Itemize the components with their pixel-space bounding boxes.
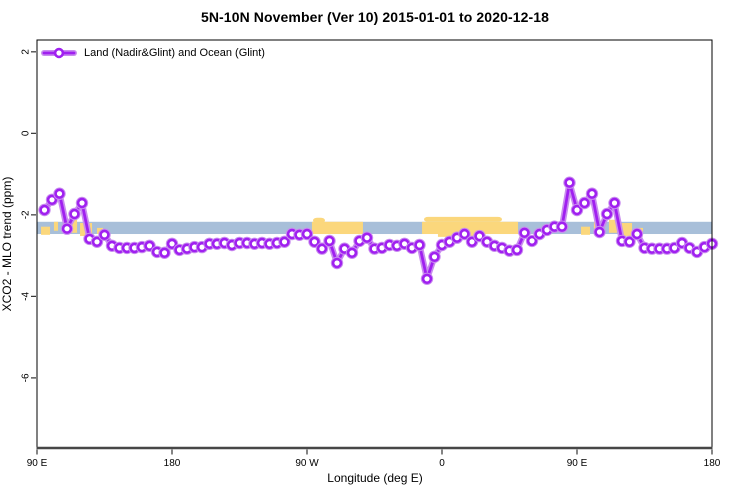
land-segment [68,219,78,233]
data-point-marker [91,236,103,248]
land-segment [311,221,363,235]
land-segment [424,216,502,222]
data-point-marker [594,226,605,238]
data-point-marker [76,197,88,209]
data-point-marker [466,236,478,248]
y-tick-label: -4 [21,291,32,300]
legend-line-marker-sample [41,47,77,59]
data-point-marker [324,235,335,247]
legend: Land (Nadir&Glint) and Ocean (Glint) [41,46,265,60]
data-point-marker [571,204,583,216]
land-segment [53,221,58,231]
data-point-marker [556,221,568,232]
data-point-marker [279,236,290,248]
data-point-marker [69,208,80,220]
land-segment [41,226,51,235]
data-point-marker [579,197,590,209]
data-point-marker [624,236,635,248]
data-point-marker [346,247,358,259]
data-point-marker [601,208,613,220]
data-point-marker [609,197,620,209]
data-point-marker [429,251,440,262]
y-tick-label: 0 [21,130,32,136]
data-point-marker [54,188,65,199]
data-point-marker [46,194,58,206]
chart-title: 5N-10N November (Ver 10) 2015-01-01 to 2… [200,9,550,25]
data-point-marker [331,257,343,269]
y-tick-label: -6 [21,373,32,382]
x-tick-label: 90 W [295,458,319,469]
y-tick-label: 2 [21,49,32,55]
land-segment [608,219,618,233]
data-point-marker [309,236,320,248]
legend-label: Land (Nadir&Glint) and Ocean (Glint) [84,47,265,59]
land-segment [422,221,519,235]
y-axis-label: XCO2 - MLO trend (ppm) [0,176,14,312]
x-tick-label: 180 [164,458,181,469]
data-point-marker [361,232,373,243]
data-point-marker [166,238,178,250]
x-axis-label: Longitude (deg E) [327,471,423,485]
data-point-marker [511,244,523,256]
data-point-marker [99,229,110,241]
x-tick-label: 90 E [27,458,48,469]
data-point-marker [144,240,155,252]
data-point-marker [586,188,598,199]
data-point-marker [39,204,50,216]
data-point-marker [474,230,485,242]
x-tick-label: 0 [439,458,445,469]
data-point-marker [159,247,170,259]
data-point-marker [421,273,433,284]
data-point-marker [414,239,425,251]
legend-marker-icon [53,47,65,59]
x-tick-label: 180 [704,458,721,469]
data-point-marker [316,243,328,254]
data-point-marker [631,228,643,240]
data-point-marker [526,235,538,247]
data-point-marker [61,223,73,234]
data-point-marker [564,177,575,188]
y-tick-label: -2 [21,210,32,219]
data-point-marker [301,228,313,240]
data-point-marker [519,227,530,239]
data-point-marker [459,228,470,240]
x-tick-label: 90 E [567,458,588,469]
land-segment [313,217,325,224]
land-segment [581,226,591,235]
